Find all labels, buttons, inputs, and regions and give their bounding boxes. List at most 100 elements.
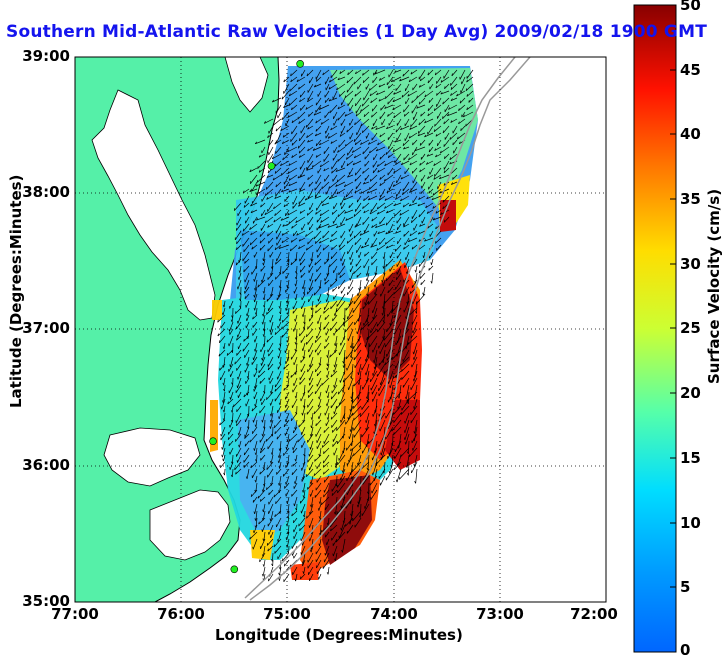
velocity-arrow (302, 482, 306, 493)
velocity-arrow-head (254, 288, 256, 291)
velocity-arrow (256, 454, 258, 462)
velocity-arrow (396, 468, 402, 483)
velocity-arrow-head (422, 292, 424, 296)
velocity-arrow-head (237, 286, 239, 290)
velocity-arrow (327, 363, 330, 371)
velocity-arrow (368, 139, 378, 145)
velocity-arrow-head (301, 314, 304, 318)
velocity-arrow (327, 223, 338, 228)
velocity-arrow (262, 566, 266, 577)
y-tick-label: 35:00 (22, 592, 70, 610)
velocity-arrow (349, 272, 354, 281)
velocity-arrow-head (269, 518, 272, 522)
velocity-arrow (282, 223, 290, 227)
velocity-arrow (411, 167, 418, 174)
velocity-arrow (270, 286, 274, 297)
velocity-arrow-head (255, 184, 258, 187)
velocity-arrow-head (325, 390, 327, 394)
y-tick-label: 38:00 (22, 183, 70, 201)
velocity-arrow (385, 468, 394, 481)
velocity-arrow (366, 132, 370, 139)
velocity-arrow (223, 405, 226, 413)
velocity-arrow-head (371, 126, 374, 130)
velocity-arrow (306, 160, 314, 170)
velocity-arrow-head (236, 337, 238, 341)
velocity-arrow-head (266, 339, 268, 343)
velocity-arrow-head (278, 572, 280, 576)
velocity-arrow-head (411, 100, 413, 104)
velocity-arrow (411, 97, 418, 104)
velocity-arrow (251, 468, 258, 479)
velocity-arrow-head (260, 204, 262, 208)
velocity-arrow (274, 328, 282, 335)
velocity-arrow-head (271, 156, 274, 159)
velocity-arrow-head (373, 366, 376, 370)
velocity-arrow (349, 118, 354, 126)
velocity-arrow-head (406, 399, 408, 402)
velocity-arrow (448, 104, 458, 110)
velocity-arrow-head (307, 126, 310, 130)
velocity-arrow (458, 118, 466, 125)
velocity-arrow-head (418, 84, 421, 88)
velocity-arrow (330, 517, 338, 528)
velocity-arrow-head (296, 233, 299, 236)
velocity-arrow (236, 335, 242, 341)
velocity-arrow (404, 167, 410, 175)
velocity-arrow (416, 90, 426, 99)
velocity-arrow-head (241, 233, 244, 236)
velocity-arrow-head (286, 312, 289, 315)
velocity-arrow (310, 426, 314, 437)
velocity-arrow-head (333, 385, 335, 388)
velocity-arrow (356, 321, 362, 335)
velocity-arrow (261, 272, 266, 283)
velocity-arrow (347, 69, 354, 76)
velocity-arrow-head (399, 212, 402, 216)
velocity-arrow (259, 230, 266, 237)
velocity-arrow-head (387, 113, 389, 117)
velocity-arrow (408, 307, 418, 316)
velocity-arrow (282, 153, 290, 161)
velocity-arrow-head (378, 78, 381, 81)
velocity-arrow (428, 251, 434, 259)
velocity-arrow (346, 125, 354, 133)
velocity-arrow (346, 160, 354, 167)
velocity-arrow (263, 503, 266, 513)
velocity-arrow (363, 209, 370, 214)
velocity-arrow (382, 300, 386, 316)
velocity-arrow (307, 454, 314, 463)
velocity-arrow (444, 132, 450, 140)
velocity-arrow (307, 125, 314, 130)
velocity-arrow (370, 377, 378, 391)
velocity-arrow (315, 552, 322, 563)
velocity-arrow-head (273, 494, 275, 498)
velocity-arrow (388, 69, 394, 78)
velocity-arrow (219, 363, 226, 371)
velocity-arrow-head (362, 130, 364, 133)
y-axis-label: Latitude (Degrees:Minutes) (7, 174, 25, 408)
velocity-arrow-head (278, 466, 281, 469)
velocity-arrow (388, 139, 394, 150)
velocity-arrow-head (434, 123, 436, 127)
velocity-arrow (371, 258, 378, 266)
y-tick-label: 37:00 (22, 319, 70, 337)
velocity-arrow-head (303, 453, 306, 457)
velocity-arrow-head (254, 518, 257, 521)
velocity-arrow (429, 216, 434, 223)
velocity-arrow (255, 510, 258, 521)
velocity-arrow (226, 349, 234, 356)
velocity-arrow (292, 566, 298, 575)
velocity-arrow (332, 426, 338, 433)
velocity-arrow (348, 279, 354, 290)
velocity-arrow (353, 419, 362, 431)
velocity-arrow-head (291, 513, 293, 517)
velocity-arrow-head (424, 120, 427, 124)
velocity-arrow (386, 244, 394, 249)
velocity-arrow (361, 426, 370, 438)
velocity-arrow (363, 111, 370, 117)
velocity-arrow-head (291, 225, 293, 229)
velocity-arrow (283, 573, 290, 582)
velocity-arrow (426, 195, 434, 200)
velocity-arrow (384, 174, 394, 182)
velocity-arrow (424, 118, 434, 124)
velocity-arrow-head (353, 453, 355, 456)
